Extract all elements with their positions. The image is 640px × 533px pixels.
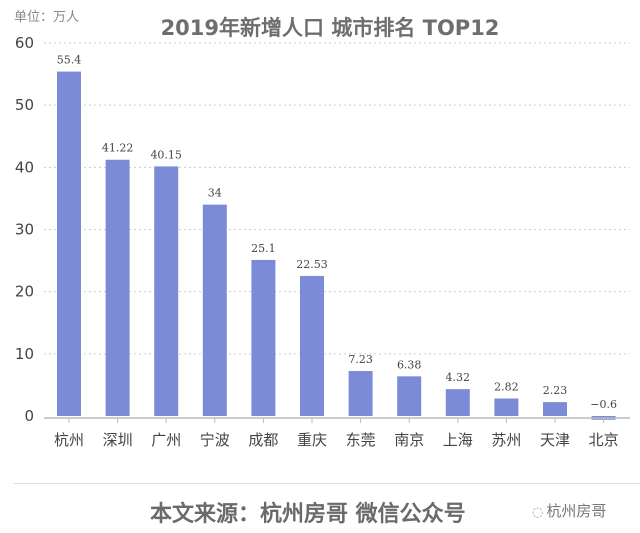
y-tick-label: 40 xyxy=(15,158,34,176)
bar-chart: 0 10 20 30 40 50 60 55.4 杭州 41.22 深圳 40.15 广州 34 宁波 25.… xyxy=(15,34,630,449)
y-tick-label: 50 xyxy=(15,96,34,114)
y-tick-label: 10 xyxy=(15,345,34,363)
chart-title: 2019年新增人口 城市排名 TOP12 xyxy=(160,16,500,40)
x-tick-label: 深圳 xyxy=(103,431,133,449)
x-tick-label: 重庆 xyxy=(297,431,327,449)
data-label: 40.15 xyxy=(150,148,182,161)
data-label: 4.32 xyxy=(446,371,471,384)
x-tick-label: 成都 xyxy=(248,431,278,449)
data-label: 55.4 xyxy=(57,54,82,67)
bar xyxy=(300,275,324,416)
data-label: −0.6 xyxy=(590,398,617,411)
x-tick-label: 杭州 xyxy=(54,431,84,449)
bar xyxy=(397,376,422,416)
divider xyxy=(14,483,640,484)
data-label: 34 xyxy=(208,187,222,200)
data-label: 41.22 xyxy=(102,142,134,155)
x-tick-label: 天津 xyxy=(540,431,570,449)
bar xyxy=(202,204,227,416)
data-label: 2.23 xyxy=(543,384,568,397)
data-label: 6.38 xyxy=(397,358,422,371)
bar xyxy=(154,166,179,416)
bar xyxy=(105,159,130,416)
data-label: 25.1 xyxy=(251,242,276,255)
y-tick-label: 20 xyxy=(15,283,34,301)
y-tick-label: 30 xyxy=(15,221,34,239)
source-text: 本文来源：杭州房哥 微信公众号 xyxy=(150,502,466,527)
watermark: ◌ 杭州房哥 xyxy=(532,500,606,521)
watermark-text: 杭州房哥 xyxy=(546,502,607,520)
bar xyxy=(348,371,373,416)
bar xyxy=(251,259,276,416)
bar xyxy=(543,402,567,416)
x-tick-label: 苏州 xyxy=(491,431,521,449)
x-tick-label: 北京 xyxy=(589,431,619,449)
data-label: 22.53 xyxy=(296,258,328,271)
data-label: 2.82 xyxy=(494,380,519,393)
bar xyxy=(57,71,81,416)
x-tick-label: 宁波 xyxy=(200,431,230,449)
unit-label: 单位：万人 xyxy=(14,10,80,25)
wechat-icon: ◌ xyxy=(532,505,544,520)
y-tick-label: 0 xyxy=(24,407,34,425)
x-tick-label: 广州 xyxy=(151,431,181,449)
x-tick-label: 上海 xyxy=(443,431,473,449)
bar xyxy=(445,389,470,416)
data-label: 7.23 xyxy=(348,353,373,366)
y-tick-label: 60 xyxy=(15,34,34,52)
x-tick-label: 东莞 xyxy=(346,431,376,449)
x-tick-label: 南京 xyxy=(394,431,424,449)
bar xyxy=(494,398,519,416)
